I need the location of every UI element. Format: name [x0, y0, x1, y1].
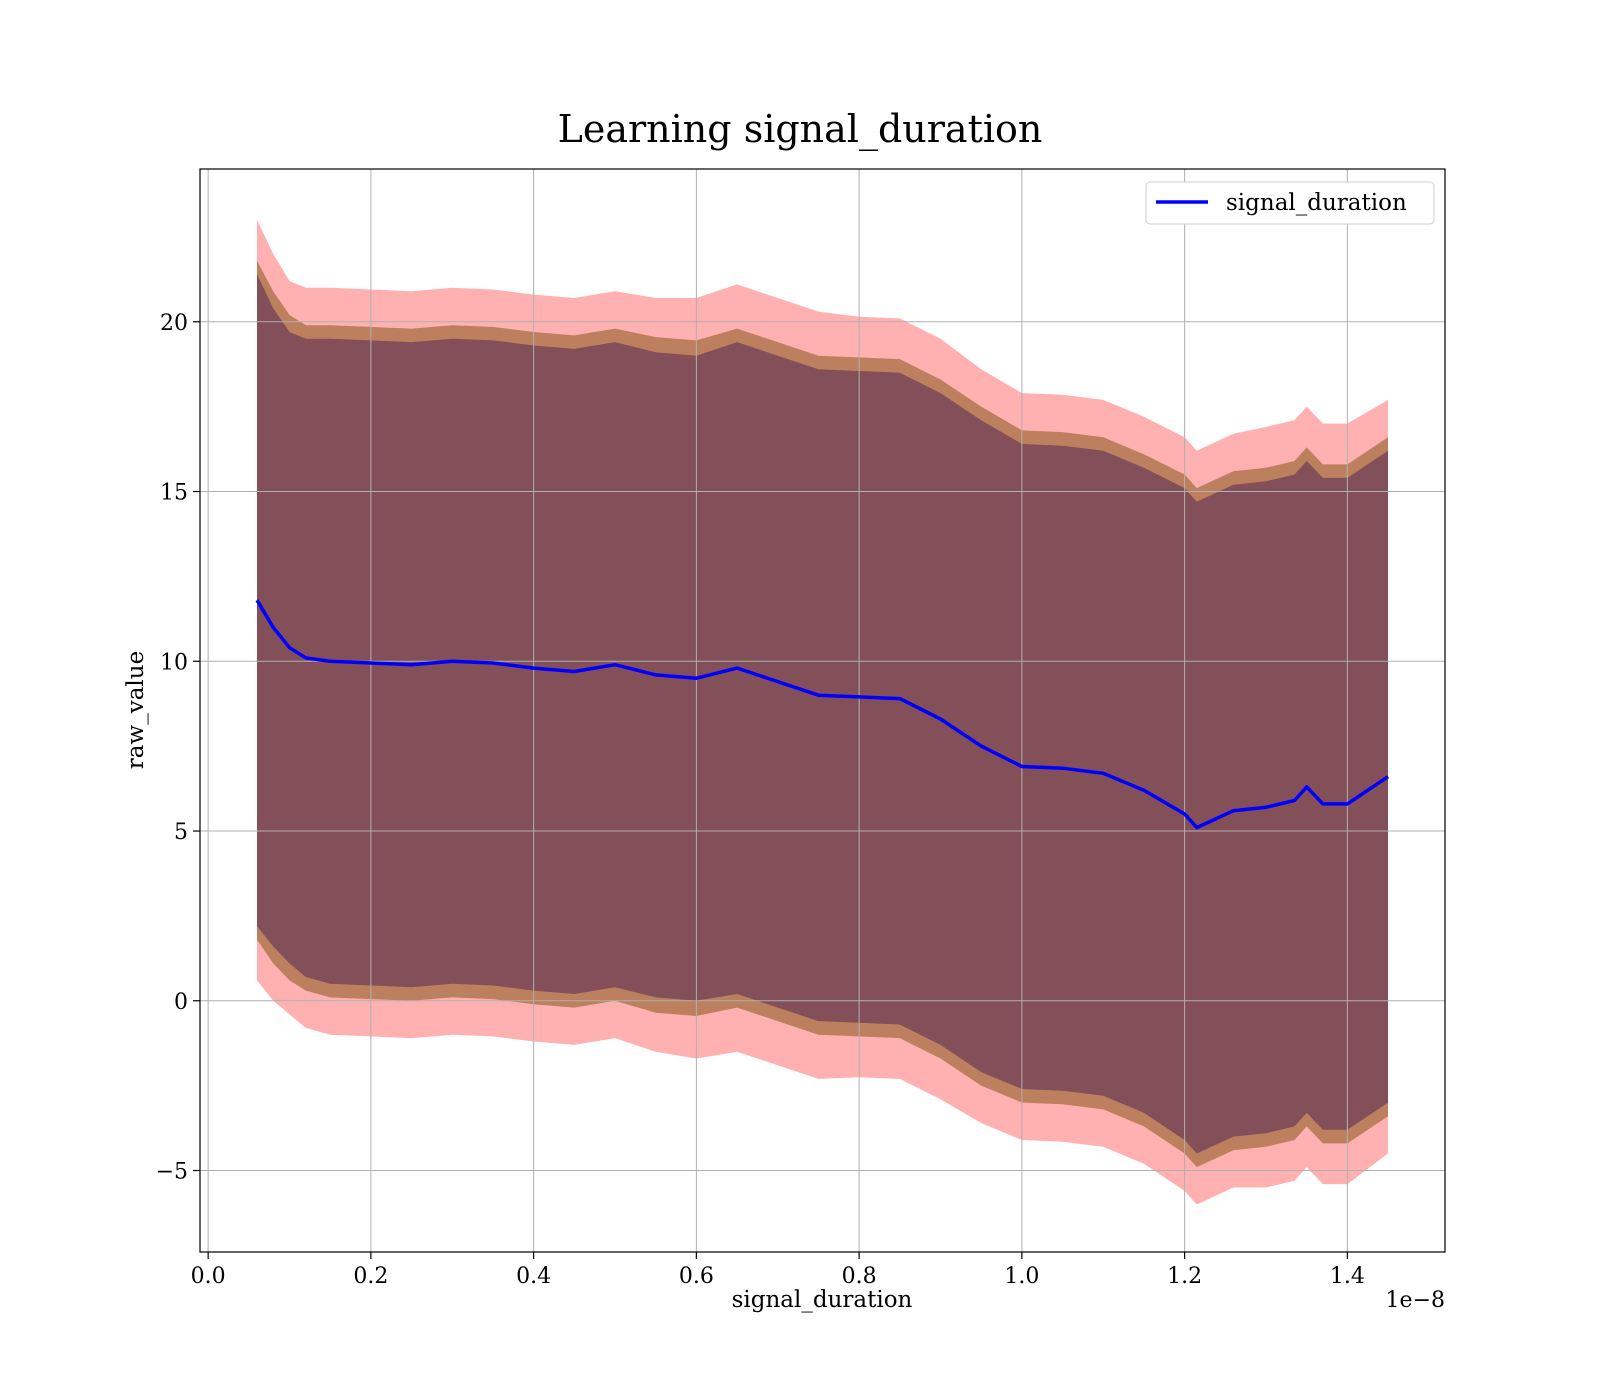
y-tick-label: 20: [160, 311, 188, 336]
y-tick-label: 15: [160, 481, 188, 506]
legend: signal_duration: [1145, 181, 1435, 225]
plot-frame: [199, 168, 1446, 1253]
x-tick-label: 1.2: [1167, 1264, 1202, 1289]
x-axis-offset-label: 1e−8: [1386, 1288, 1445, 1313]
y-tick-label: 10: [160, 650, 188, 675]
series-line-layer: [255, 599, 1389, 830]
x-tick-label: 0.6: [679, 1264, 714, 1289]
x-tick-label: 0.4: [516, 1264, 551, 1289]
x-tick-label: 0.0: [191, 1264, 226, 1289]
chart-title: Learning signal_duration: [558, 107, 1043, 152]
y-tick-label: 0: [174, 990, 188, 1015]
legend-box: [1145, 181, 1435, 225]
x-tick-label: 0.8: [842, 1264, 877, 1289]
series-line-signal-duration: [255, 599, 1389, 830]
confidence-bands: [257, 219, 1388, 1205]
grid: [200, 169, 1445, 1252]
y-tick-label: 5: [174, 820, 188, 845]
y-axis-title: raw_value: [123, 651, 149, 769]
legend-label: signal_duration: [1226, 190, 1407, 216]
y-tick-label: −5: [156, 1160, 188, 1185]
band-inner: [257, 274, 1388, 1154]
y-axis: −5 0 5 10 15 20: [156, 311, 200, 1185]
x-tick-label: 1.4: [1330, 1264, 1365, 1289]
x-tick-label: 1.0: [1004, 1264, 1039, 1289]
x-axis-title: signal_duration: [732, 1287, 913, 1313]
x-tick-label: 0.2: [353, 1264, 388, 1289]
x-axis: 0.0 0.2 0.4 0.6 0.8 1.0 1.2 1.4: [191, 1252, 1365, 1289]
